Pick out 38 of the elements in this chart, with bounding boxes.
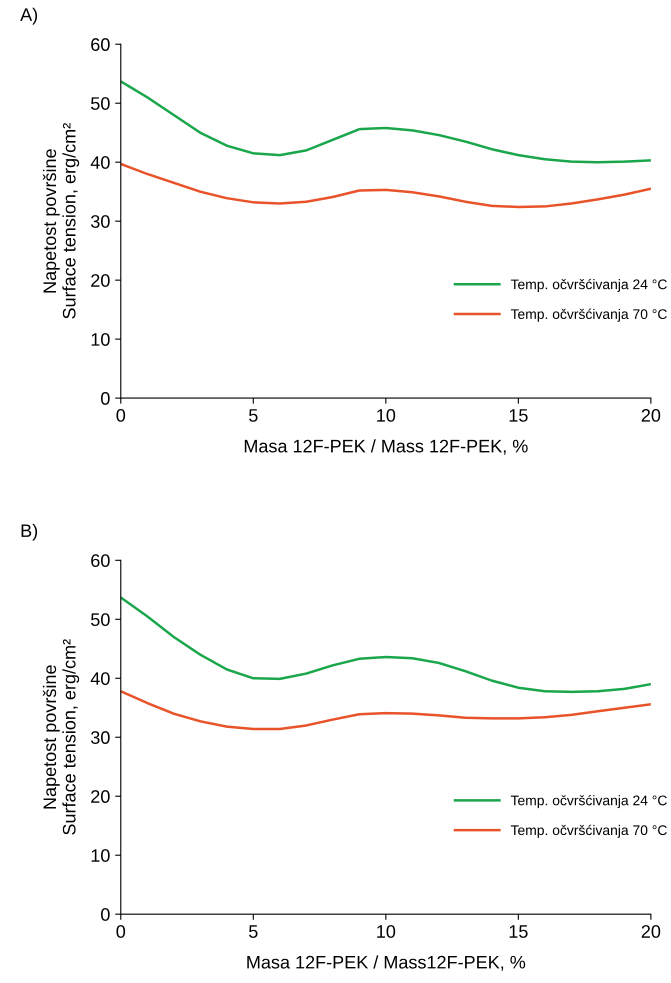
- y-tick-label: 10: [92, 849, 110, 862]
- x-tick-label: 5: [249, 925, 258, 938]
- x-axis-title: Masa 12F-PEK / Mass12F-PEK, %: [247, 955, 526, 971]
- y-tick-label: 40: [90, 672, 110, 685]
- chart-title: A): [20, 8, 38, 25]
- x-axis-title: Masa 12F-PEK / Mass 12F-PEK, %: [244, 439, 528, 455]
- line-series: [120, 690, 651, 730]
- y-tick-label: 30: [90, 731, 110, 744]
- y-tick-label: 50: [91, 613, 110, 626]
- y-tick-label: 0: [101, 908, 110, 921]
- x-tick-label: 15: [510, 925, 528, 938]
- y-tick-label: 30: [90, 215, 110, 228]
- x-tick-label: 10: [377, 925, 396, 938]
- chart-title: B): [22, 524, 38, 541]
- y-tick-label: 60: [91, 38, 110, 51]
- legend-label: Temp. očvršćivanja 70 °C: [510, 824, 667, 838]
- y-tick-label: 20: [91, 790, 110, 803]
- line-series: [120, 162, 651, 208]
- y-tick-label: 10: [92, 333, 110, 346]
- x-tick-label: 20: [642, 409, 660, 422]
- y-tick-label: 0: [101, 392, 110, 405]
- legend-label: Temp. očvršćivanja 24 °C: [510, 278, 667, 292]
- x-tick-label: 0: [116, 409, 126, 422]
- y-tick-label: 50: [91, 97, 110, 110]
- y-tick-label: 60: [91, 554, 110, 568]
- line-series: [120, 596, 651, 694]
- x-tick-label: 10: [377, 409, 396, 422]
- line-series: [120, 80, 651, 164]
- x-tick-label: 20: [642, 925, 660, 938]
- x-tick-label: 15: [510, 409, 528, 422]
- legend-label: Temp. očvršćivanja 70 °C: [510, 308, 667, 322]
- legend-label: Temp. očvršćivanja 24 °C: [510, 794, 667, 808]
- y-tick-label: 40: [90, 156, 110, 169]
- y-axis-title: Napetost površine Surface tension, erg/cm²: [42, 123, 80, 319]
- y-tick-label: 20: [91, 274, 110, 287]
- y-axis-title: Napetost površine Surface tension, erg/cm²: [42, 639, 80, 835]
- x-tick-label: 5: [249, 409, 258, 422]
- x-tick-label: 0: [116, 925, 126, 938]
